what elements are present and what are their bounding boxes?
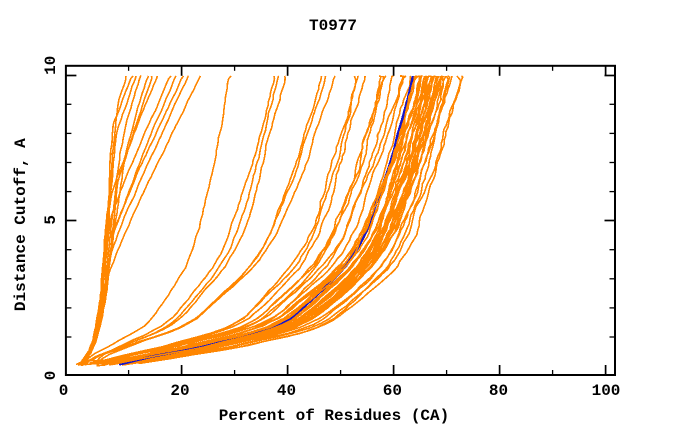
svg-text:0: 0: [59, 382, 69, 400]
svg-text:40: 40: [277, 382, 296, 400]
svg-text:80: 80: [489, 382, 508, 400]
svg-text:0: 0: [42, 371, 60, 381]
svg-text:5: 5: [42, 215, 60, 225]
svg-text:T0977: T0977: [309, 17, 357, 35]
svg-text:Percent of Residues (CA): Percent of Residues (CA): [219, 407, 449, 425]
svg-text:100: 100: [592, 382, 621, 400]
svg-text:60: 60: [383, 382, 402, 400]
svg-text:20: 20: [170, 382, 189, 400]
svg-text:10: 10: [42, 56, 60, 75]
svg-text:Distance Cutoff, A: Distance Cutoff, A: [12, 138, 30, 311]
